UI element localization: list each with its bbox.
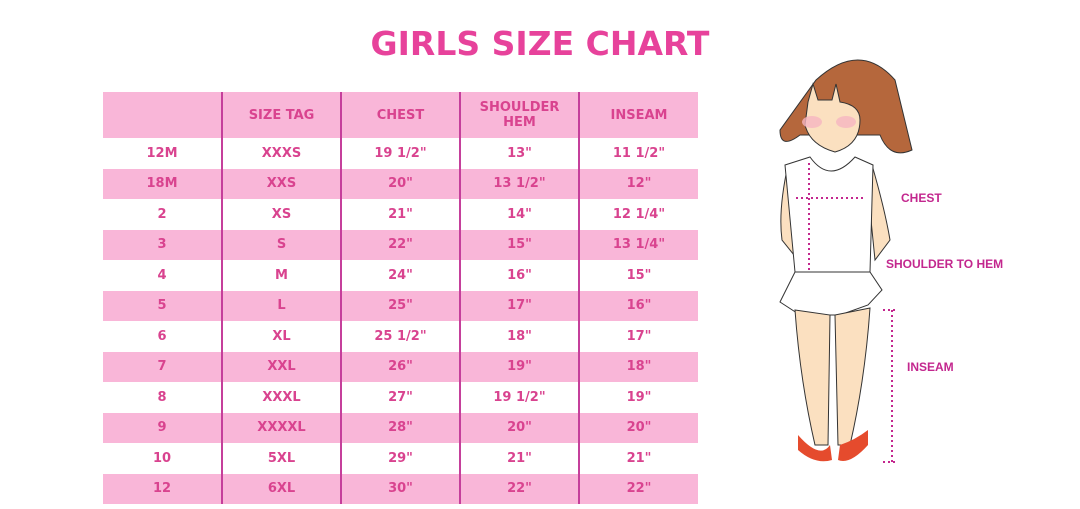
- table-row: 4 M 24" 16" 15": [103, 260, 698, 291]
- table-cell: 19 1/2": [459, 382, 579, 413]
- table-header: SIZE TAG CHEST SHOULDER HEM INSEAM: [103, 92, 698, 138]
- table-cell: 22": [340, 229, 460, 260]
- table-cell: S: [221, 229, 341, 260]
- size-table: SIZE TAG CHEST SHOULDER HEM INSEAM 12M XXXS 1…: [103, 92, 698, 504]
- table-row: 18M XXS 20" 13 1/2" 12": [103, 168, 698, 199]
- table-cell: 30": [340, 473, 460, 504]
- table-cell: 25": [340, 290, 460, 321]
- table-cell: 6: [157, 328, 167, 344]
- table-cell: 8: [157, 389, 167, 405]
- table-cell: XXS: [221, 168, 341, 199]
- table-cell: 12M: [146, 145, 178, 161]
- table-row: 12M XXXS 19 1/2" 13" 11 1/2": [103, 138, 698, 169]
- table-cell: 24": [340, 260, 460, 291]
- table-cell: 29": [340, 443, 460, 474]
- table-cell: 5XL: [221, 443, 341, 474]
- table-cell: 20": [340, 168, 460, 199]
- table-cell: 20": [459, 412, 579, 443]
- table-cell: 12 1/4": [578, 199, 698, 230]
- shoulder-to-hem-label: SHOULDER TO HEM: [886, 257, 1004, 271]
- inseam-label: INSEAM: [907, 360, 954, 374]
- table-row: 12 6XL 30" 22" 22": [103, 473, 698, 504]
- table-cell: 10: [152, 450, 172, 466]
- table-cell: XXXXL: [221, 412, 341, 443]
- table-cell: XL: [221, 321, 341, 352]
- table-cell: 13": [459, 138, 579, 169]
- column-header: SIZE TAG: [221, 92, 341, 138]
- table-cell: 13 1/2": [459, 168, 579, 199]
- girl-illustration: [779, 59, 913, 463]
- page-title: GIRLS SIZE CHART: [370, 24, 710, 63]
- column-header: CHEST: [340, 92, 460, 138]
- table-cell: XXL: [221, 351, 341, 382]
- table-cell: 21": [578, 443, 698, 474]
- table-cell: 28": [340, 412, 460, 443]
- table-cell: 19": [459, 351, 579, 382]
- table-cell: 12: [103, 473, 222, 504]
- table-cell: 11 1/2": [578, 138, 698, 169]
- column-header: INSEAM: [578, 92, 698, 138]
- table-cell: 9: [103, 412, 222, 443]
- table-cell: 13 1/4": [578, 229, 698, 260]
- table-cell: 16": [459, 260, 579, 291]
- table-cell: XXXS: [221, 138, 341, 169]
- table-row: 6 XL 25 1/2" 18" 17": [103, 321, 698, 352]
- column-header: [103, 92, 222, 138]
- table-cell: 25 1/2": [340, 321, 460, 352]
- table-cell: 7: [103, 351, 222, 382]
- table-row: 5 L 25" 17" 16": [103, 290, 698, 321]
- table-cell: 18M: [103, 168, 222, 199]
- table-cell: 17": [459, 290, 579, 321]
- table-cell: 22": [578, 473, 698, 504]
- table-cell: 5: [103, 290, 222, 321]
- table-cell: 19 1/2": [340, 138, 460, 169]
- table-cell: 14": [459, 199, 579, 230]
- table-cell: 18": [578, 351, 698, 382]
- table-cell: 20": [578, 412, 698, 443]
- table-cell: 6XL: [221, 473, 341, 504]
- table-cell: 3: [103, 229, 222, 260]
- table-cell: XXXL: [221, 382, 341, 413]
- table-cell: 27": [340, 382, 460, 413]
- table-cell: 17": [578, 321, 698, 352]
- table-row: 7 XXL 26" 19" 18": [103, 351, 698, 382]
- table-row: 3 S 22" 15" 13 1/4": [103, 229, 698, 260]
- table-cell: 2: [157, 206, 167, 222]
- chest-label: CHEST: [901, 191, 942, 205]
- table-cell: 21": [459, 443, 579, 474]
- table-cell: 18": [459, 321, 579, 352]
- table-cell: M: [221, 260, 341, 291]
- table-cell: 19": [578, 382, 698, 413]
- table-cell: 12": [578, 168, 698, 199]
- table-cell: 15": [459, 229, 579, 260]
- column-header: SHOULDER HEM: [459, 92, 579, 138]
- table-cell: 22": [459, 473, 579, 504]
- table-cell: 16": [578, 290, 698, 321]
- table-cell: 21": [340, 199, 460, 230]
- table-cell: 4: [157, 267, 167, 283]
- table-row: 8 XXXL 27" 19 1/2" 19": [103, 382, 698, 413]
- table-row: 2 XS 21" 14" 12 1/4": [103, 199, 698, 230]
- table-cell: XS: [221, 199, 341, 230]
- table-cell: 15": [578, 260, 698, 291]
- table-row: 10 5XL 29" 21" 21": [103, 443, 698, 474]
- table-cell: 26": [340, 351, 460, 382]
- table-row: 9 XXXXL 28" 20" 20": [103, 412, 698, 443]
- table-cell: L: [221, 290, 341, 321]
